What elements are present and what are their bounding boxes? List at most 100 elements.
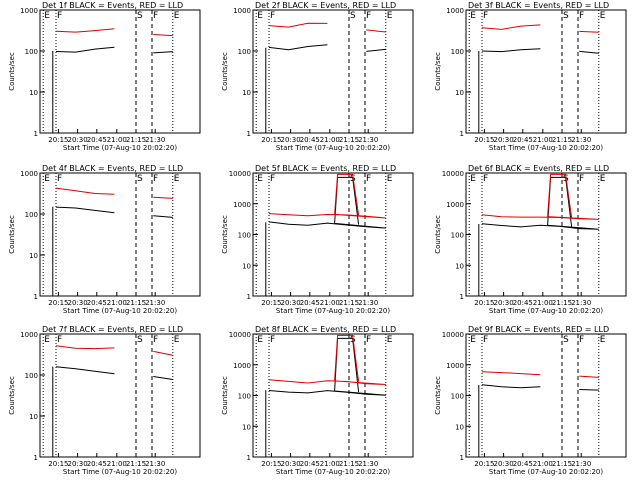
region-marker-label: F [270,335,275,345]
x-tick-label: 20:15 [48,136,68,144]
panel-5: Det 5f BLACK = Events, RED = LLD Counts/s… [221,164,414,315]
panel-title: Det 9f BLACK = Events, RED = LLD [468,325,609,334]
y-tick-label: 10 [242,423,251,431]
region-marker-label: E [470,174,476,184]
series-line-events [55,46,173,54]
y-tick-label: 1000 [446,362,464,370]
x-axis-label: Start Time (07-Aug-10 20:02:20) [63,144,177,152]
plot-frame [39,172,201,297]
y-tick-label: 10000 [229,331,251,339]
x-tick-label: 20:45 [300,460,320,468]
x-tick-label: 20:30 [281,136,301,144]
region-marker-label: F [153,174,158,184]
x-tick-label: 21:00 [533,136,553,144]
x-tick-label: 21:15 [126,299,146,307]
x-axis-label: Start Time (07-Aug-10 20:02:20) [63,468,177,476]
y-tick-label: 1 [460,293,464,301]
series-line-events [55,206,173,218]
y-tick-label: 1 [34,454,38,462]
series-line-events [481,48,599,54]
region-marker-label: E [387,174,393,184]
panel-title: Det 1f BLACK = Events, RED = LLD [42,1,183,10]
x-axis-label: Start Time (07-Aug-10 20:02:20) [276,307,390,315]
region-marker-label: E [470,11,476,21]
x-tick-label: 21:15 [552,460,572,468]
region-marker-label: F [57,11,62,21]
x-tick-label: 21:15 [552,136,572,144]
x-tick-label: 20:45 [513,136,533,144]
y-tick-label: 1 [34,130,38,138]
region-marker-label: S [563,11,569,21]
panel-title: Det 6f BLACK = Events, RED = LLD [468,164,609,173]
y-tick-label: 1000 [20,331,38,339]
panel-6: Det 6f BLACK = Events, RED = LLD Counts/s… [434,164,627,315]
x-axis-label: Start Time (07-Aug-10 20:02:20) [63,307,177,315]
y-axis-label: Counts/sec [434,376,442,415]
region-marker-label: S [563,335,569,345]
x-tick-label: 20:30 [68,299,88,307]
x-tick-label: 21:30 [358,460,378,468]
x-tick-label: 21:15 [552,299,572,307]
y-tick-label: 100 [25,372,38,380]
region-marker-label: F [366,335,371,345]
y-tick-label: 10 [455,89,464,97]
region-marker-label: F [366,174,371,184]
x-tick-label: 20:30 [494,136,514,144]
region-marker-label: F [270,11,275,21]
series-line-events [268,337,386,396]
series-line-events [481,176,599,230]
panel-title: Det 8f BLACK = Events, RED = LLD [255,325,396,334]
x-tick-label: 21:30 [145,460,165,468]
panel-title: Det 2f BLACK = Events, RED = LLD [255,1,396,10]
x-tick-label: 20:30 [68,136,88,144]
y-tick-label: 1000 [446,7,464,15]
x-tick-label: 20:30 [281,299,301,307]
x-tick-label: 20:45 [513,299,533,307]
x-tick-label: 21:00 [107,136,127,144]
plot-frame [465,333,627,458]
region-marker-label: E [174,11,180,21]
region-marker-label: F [483,174,488,184]
region-marker-label: E [257,174,263,184]
x-tick-label: 20:45 [300,136,320,144]
region-marker-label: S [137,174,143,184]
region-marker-label: S [137,335,143,345]
y-axis-label: Counts/sec [8,215,16,254]
x-tick-label: 20:45 [87,136,107,144]
x-tick-label: 20:15 [474,136,494,144]
y-tick-label: 100 [238,232,251,240]
y-tick-label: 100 [451,232,464,240]
x-tick-label: 21:00 [107,299,127,307]
y-tick-label: 10 [29,413,38,421]
region-marker-label: E [174,174,180,184]
region-marker-label: F [57,174,62,184]
x-axis-label: Start Time (07-Aug-10 20:02:20) [489,468,603,476]
x-tick-label: 20:45 [87,460,107,468]
x-tick-label: 20:15 [261,299,281,307]
region-marker-label: E [174,335,180,345]
y-tick-label: 100 [25,48,38,56]
x-tick-label: 20:30 [68,460,88,468]
x-tick-label: 21:30 [358,299,378,307]
region-marker-label: F [483,335,488,345]
panel-title: Det 7f BLACK = Events, RED = LLD [42,325,183,334]
y-tick-label: 10000 [229,170,251,178]
panel-8: Det 8f BLACK = Events, RED = LLD Counts/s… [221,325,414,476]
y-axis-label: Counts/sec [8,52,16,91]
x-tick-label: 21:00 [320,136,340,144]
y-tick-label: 1000 [446,201,464,209]
y-tick-label: 10 [242,262,251,270]
x-tick-label: 20:15 [48,299,68,307]
region-marker-label: F [57,335,62,345]
region-marker-label: F [579,11,584,21]
plot-frame [465,172,627,297]
x-tick-label: 20:15 [48,460,68,468]
y-tick-label: 10000 [442,170,464,178]
x-tick-label: 20:15 [474,299,494,307]
region-marker-label: E [600,11,606,21]
series-line-events [268,44,386,52]
y-tick-label: 1000 [20,7,38,15]
y-tick-label: 100 [25,211,38,219]
x-tick-label: 20:30 [494,460,514,468]
region-marker-label: E [387,11,393,21]
